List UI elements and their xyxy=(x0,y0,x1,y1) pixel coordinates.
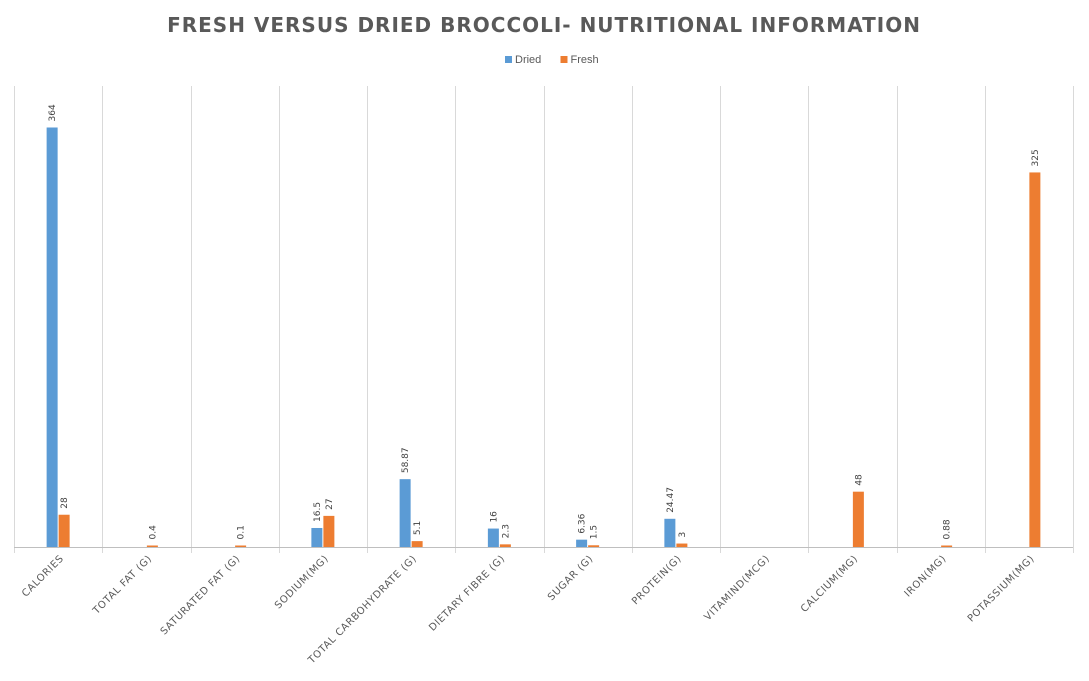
x-tick-label: VITAMIND(MCG) xyxy=(702,553,772,623)
data-label: 5.1 xyxy=(413,521,423,535)
bar-dried-6 xyxy=(576,539,588,547)
data-label: 24.47 xyxy=(666,487,676,513)
x-tick-label: DIETARY FIBRE (G) xyxy=(427,553,507,633)
x-tick-label: POTASSIUM(MG) xyxy=(966,553,1037,624)
chart-title: FRESH VERSUS DRIED BROCCOLI- NUTRITIONAL… xyxy=(167,13,921,37)
category-gridlines xyxy=(14,86,1074,553)
bar-fresh-6 xyxy=(588,545,600,547)
legend-swatch-fresh xyxy=(560,56,568,63)
bars xyxy=(46,127,1041,548)
bar-dried-5 xyxy=(487,528,499,547)
data-label: 58.87 xyxy=(401,447,411,473)
data-label: 16.5 xyxy=(313,502,323,522)
bar-fresh-11 xyxy=(1029,172,1041,547)
bar-fresh-3 xyxy=(323,515,335,547)
bar-dried-0 xyxy=(46,127,58,548)
legend-label-dried: Dried xyxy=(515,54,541,66)
bar-fresh-5 xyxy=(499,544,511,547)
data-label: 48 xyxy=(854,474,864,486)
x-axis-tick-labels: CALORIES TOTAL FAT (G) SATURATED FAT (G) SO… xyxy=(20,553,1037,667)
bar-fresh-10 xyxy=(941,545,953,547)
data-label: 0.88 xyxy=(943,519,953,539)
x-tick-label: TOTAL CARBOHYDRATE (G) xyxy=(306,553,420,667)
x-tick-label: SATURATED FAT (G) xyxy=(159,553,243,637)
x-tick-label: PROTEIN(G) xyxy=(630,553,684,607)
data-label: 28 xyxy=(60,497,70,509)
bar-dried-3 xyxy=(311,527,323,547)
data-label: 325 xyxy=(1031,149,1041,166)
bar-dried-7 xyxy=(664,518,676,547)
data-label: 16 xyxy=(489,511,499,523)
bar-fresh-7 xyxy=(676,543,688,547)
x-tick-label: CALCIUM(MG) xyxy=(799,553,861,615)
bar-fresh-4 xyxy=(411,541,423,547)
x-tick-label: TOTAL FAT (G) xyxy=(91,553,155,617)
bar-fresh-9 xyxy=(852,491,864,547)
x-tick-label: SODIUM(MG) xyxy=(273,553,331,611)
legend-label-fresh: Fresh xyxy=(571,54,599,66)
bar-fresh-2 xyxy=(235,545,247,547)
bar-fresh-1 xyxy=(146,545,158,547)
legend-swatch-dried xyxy=(505,56,512,63)
data-label: 3 xyxy=(678,532,688,538)
data-label: 27 xyxy=(325,498,335,509)
bar-fresh-0 xyxy=(58,514,70,547)
bar-dried-4 xyxy=(399,479,411,547)
data-label: 364 xyxy=(48,104,58,121)
x-tick-label: CALORIES xyxy=(20,553,66,599)
data-label: 2.3 xyxy=(501,524,511,538)
x-tick-label: SUGAR (G) xyxy=(546,553,596,603)
legend: Dried Fresh xyxy=(505,54,599,66)
data-labels: 364 16.5 58.87 16 6.36 24.47 28 0.4 0.1 27 5.1 2.3 1… xyxy=(48,104,1041,539)
data-label: 0.4 xyxy=(148,525,158,540)
data-label: 1.5 xyxy=(590,525,600,539)
x-tick-label: IRON(MG) xyxy=(903,553,949,599)
data-label: 6.36 xyxy=(578,513,588,533)
data-label: 0.1 xyxy=(237,525,247,539)
